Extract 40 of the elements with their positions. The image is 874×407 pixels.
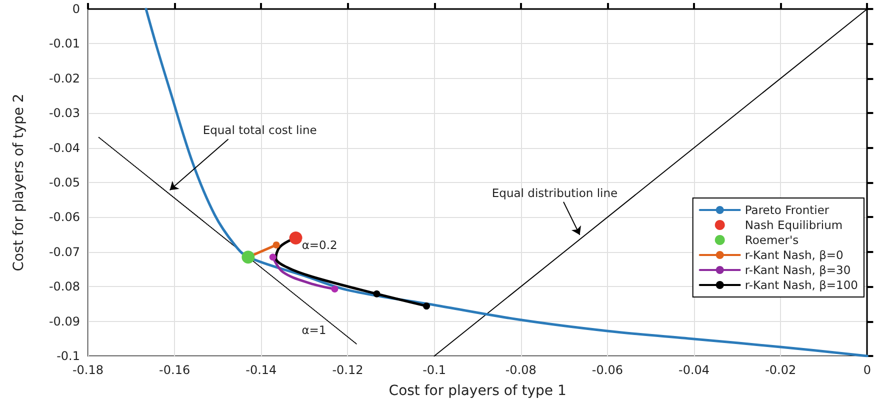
legend-label: Nash Equilibrium bbox=[744, 218, 843, 232]
point bbox=[242, 250, 255, 264]
y-tick-label: -0.1 bbox=[56, 349, 80, 363]
x-tick-label: -0.08 bbox=[505, 363, 536, 377]
x-tick-label: -0.16 bbox=[159, 363, 190, 377]
y-tick-label: -0.02 bbox=[48, 71, 80, 86]
annotation: Equal total cost line bbox=[202, 123, 317, 138]
y-tick-label: -0.06 bbox=[48, 210, 80, 224]
annotation: α=0.2 bbox=[302, 238, 338, 252]
annotation: α=1 bbox=[302, 322, 326, 337]
x-tick-label: -0.1 bbox=[422, 363, 446, 377]
x-tick-label: -0.04 bbox=[678, 363, 710, 377]
x-tick-label: -0.14 bbox=[246, 363, 277, 377]
y-tick-label: -0.01 bbox=[48, 36, 80, 51]
point bbox=[272, 241, 280, 248]
legend-label: r-Kant Nash, β=100 bbox=[744, 278, 858, 292]
annotation: Equal distribution line bbox=[492, 186, 618, 200]
x-tick-label: -0.12 bbox=[332, 363, 364, 377]
y-tick-label: -0.03 bbox=[48, 106, 80, 120]
x-tick-label: -0.18 bbox=[72, 363, 104, 377]
point bbox=[269, 254, 276, 261]
y-tick-label: -0.07 bbox=[48, 244, 80, 259]
y-axis-title: Cost for players of type 2 bbox=[11, 94, 27, 272]
point bbox=[331, 286, 338, 293]
y-tick-label: -0.08 bbox=[48, 280, 80, 294]
x-tick-label: 0 bbox=[863, 363, 872, 377]
x-tick-label: -0.02 bbox=[765, 363, 796, 377]
x-tick-label: -0.06 bbox=[592, 363, 623, 377]
y-tick-label: 0 bbox=[72, 2, 80, 16]
point bbox=[373, 290, 380, 298]
legend-label: r-Kant Nash, β=30 bbox=[744, 263, 851, 277]
y-tick-label: -0.09 bbox=[48, 314, 80, 328]
legend-label: Roemer's bbox=[744, 233, 799, 247]
y-tick-label: -0.04 bbox=[48, 140, 80, 155]
x-axis-title: Cost for players of type 1 bbox=[388, 383, 566, 399]
legend-label: r-Kant Nash, β=0 bbox=[744, 248, 844, 262]
legend-label: Pareto Frontier bbox=[744, 203, 830, 217]
point bbox=[289, 232, 302, 245]
y-tick-label: -0.05 bbox=[48, 176, 80, 190]
point bbox=[423, 302, 430, 310]
